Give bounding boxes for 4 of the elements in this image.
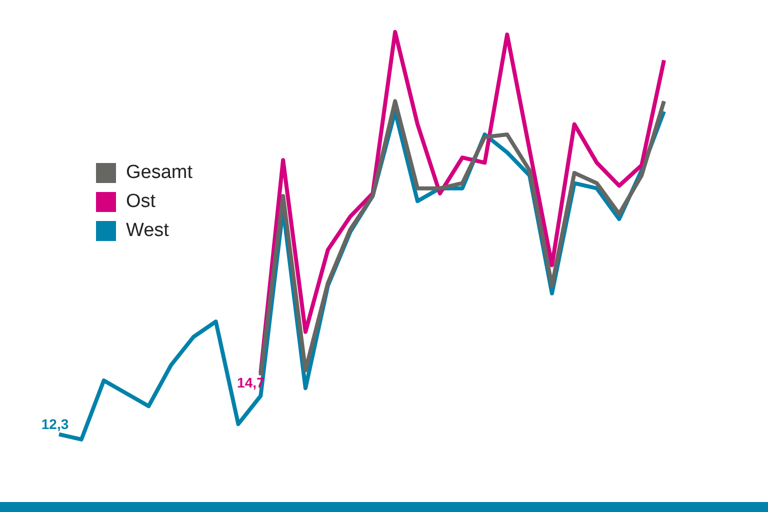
- legend-label: Gesamt: [126, 162, 193, 184]
- legend-label: West: [126, 220, 169, 242]
- data-label: 12,3: [41, 416, 69, 432]
- legend-label: Ost: [126, 190, 156, 212]
